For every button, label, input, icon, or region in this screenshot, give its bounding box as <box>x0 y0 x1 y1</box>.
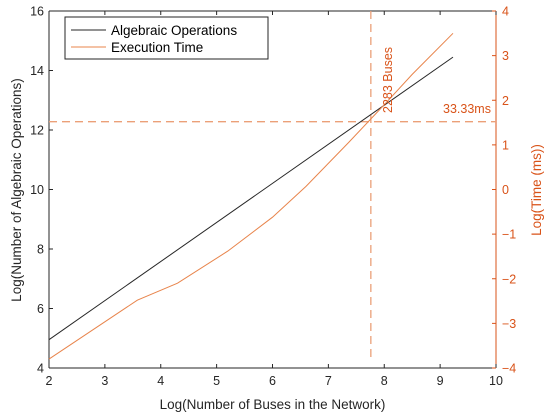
x-tick-label-1: 3 <box>101 374 108 388</box>
x-tick-label-5: 7 <box>325 374 332 388</box>
y-right-tick-label-7: 3 <box>502 49 509 63</box>
x-axis-label: Log(Number of Buses in the Network) <box>160 397 386 412</box>
vline-annotation: 2283 Buses <box>381 47 395 113</box>
y-right-tick-label-5: 1 <box>502 138 509 152</box>
y-axis-left-label: Log(Number of Algebraic Operations) <box>9 78 24 302</box>
legend-label-algebraic-operations: Algebraic Operations <box>111 23 237 38</box>
y-axis-right-label: Log(Time (ms)) <box>529 144 544 236</box>
y-right-tick-label-3: −1 <box>502 228 516 242</box>
y-left-tick-label-5: 14 <box>30 64 44 78</box>
y-right-tick-label-0: −4 <box>502 362 516 376</box>
y-left-tick-label-3: 10 <box>30 183 44 197</box>
series-line-algebraic-operations <box>48 56 454 341</box>
x-tick-label-7: 9 <box>437 374 444 388</box>
y-left-tick-label-6: 16 <box>30 5 44 19</box>
legend-box <box>64 16 269 60</box>
y-right-tick-label-8: 4 <box>502 5 509 19</box>
y-left-tick-label-1: 6 <box>37 302 44 316</box>
x-tick-label-4: 6 <box>269 374 276 388</box>
y-left-tick-label-2: 8 <box>37 243 44 257</box>
y-right-tick-label-2: −2 <box>502 272 516 286</box>
series-line-execution-time <box>48 32 454 360</box>
legend-label-execution-time: Execution Time <box>111 40 203 55</box>
y-right-tick-label-6: 2 <box>502 94 509 108</box>
y-right-tick-label-1: −3 <box>502 317 516 331</box>
y-right-tick-label-4: 0 <box>502 183 509 197</box>
y-left-tick-label-0: 4 <box>37 362 44 376</box>
y-left-tick-label-4: 12 <box>30 124 44 138</box>
x-tick-label-6: 8 <box>381 374 388 388</box>
x-tick-label-3: 5 <box>213 374 220 388</box>
legend: Algebraic Operations Execution Time <box>64 16 269 60</box>
hline-annotation: 33.33ms <box>443 102 491 116</box>
x-tick-label-2: 4 <box>157 374 164 388</box>
x-tick-label-8: 10 <box>489 374 503 388</box>
x-tick-label-0: 2 <box>46 374 53 388</box>
